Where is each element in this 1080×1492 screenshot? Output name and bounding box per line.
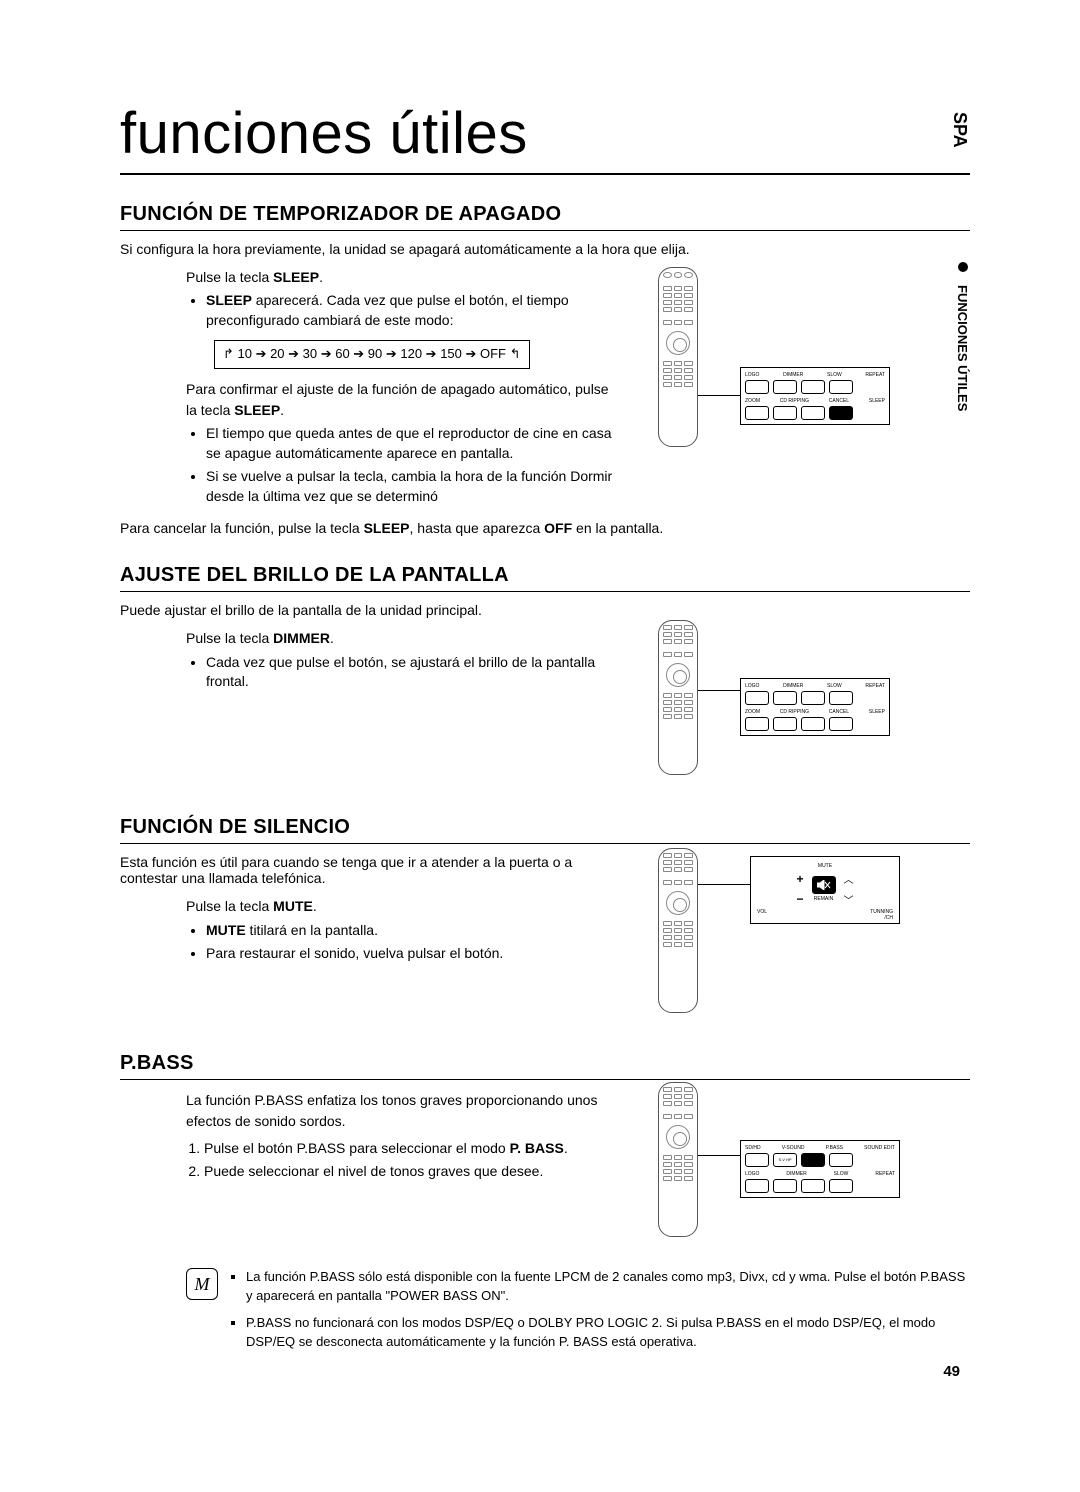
- dimmer-row: Pulse la tecla DIMMER. Cada vez que puls…: [120, 628, 970, 788]
- pbass-step-1: Pulse el botón P.BASS para seleccionar e…: [204, 1139, 620, 1159]
- dimmer-heading: AJUSTE DEL BRILLO DE LA PANTALLA: [120, 564, 970, 592]
- sleep-cancel: Para cancelar la función, pulse la tecla…: [120, 520, 970, 536]
- sleep-confirm: Para confirmar el ajuste de la función d…: [186, 379, 620, 420]
- sleep-bullet-1: SLEEP aparecerá. Cada vez que pulse el b…: [206, 291, 620, 330]
- dimmer-intro: Puede ajustar el brillo de la pantalla d…: [120, 602, 970, 618]
- mute-intro: Esta función es útil para cuando se teng…: [120, 854, 620, 886]
- pbass-note-1: La función P.BASS sólo está disponible c…: [246, 1268, 970, 1306]
- mute-bullet-1: MUTE titilará en la pantalla.: [206, 921, 620, 941]
- pbass-note-2: P.BASS no funcionará con los modos DSP/E…: [246, 1314, 970, 1352]
- section-side-label: FUNCIONES ÚTILES: [955, 285, 970, 411]
- dimmer-callout: LOGODIMMERSLOWREPEAT ZOOMCD RIPPINGCANCE…: [740, 678, 890, 736]
- sleep-sequence: ↱ 10 ➔ 20 ➔ 30 ➔ 60 ➔ 90 ➔ 120 ➔ 150 ➔ O…: [214, 340, 530, 369]
- pbass-row: La función P.BASS enfatiza los tonos gra…: [120, 1090, 970, 1250]
- sleep-callout: LOGODIMMERSLOWREPEAT ZOOMCD RIPPINGCANCE…: [740, 367, 890, 425]
- sleep-intro: Si configura la hora previamente, la uni…: [120, 241, 970, 257]
- mute-bullet-2: Para restaurar el sonido, vuelva pulsar …: [206, 944, 620, 964]
- dimmer-bullet-1: Cada vez que pulse el botón, se ajustará…: [206, 653, 620, 692]
- mute-callout: MUTE +− REMAIN ︿﹀ VOLTUNNING /CH: [750, 856, 900, 924]
- mute-row: Esta función es útil para cuando se teng…: [120, 854, 970, 1024]
- note-icon: M: [186, 1268, 218, 1300]
- pbass-callout: SD/HDV-SOUNDP.BASSSOUND EDIT S.V HP LOGO…: [740, 1140, 900, 1198]
- pbass-notes: M La función P.BASS sólo está disponible…: [186, 1268, 970, 1359]
- sleep-heading: FUNCIÓN DE TEMPORIZADOR DE APAGADO: [120, 203, 970, 231]
- sleep-bullet-2: El tiempo que queda antes de que el repr…: [206, 424, 620, 463]
- dimmer-press: Pulse la tecla DIMMER.: [186, 628, 620, 648]
- remote-diagram-sleep: LOGODIMMERSLOWREPEAT ZOOMCD RIPPINGCANCE…: [640, 267, 910, 457]
- mute-press: Pulse la tecla MUTE.: [186, 896, 620, 916]
- remote-diagram-pbass: SD/HDV-SOUNDP.BASSSOUND EDIT S.V HP LOGO…: [640, 1090, 910, 1250]
- pbass-heading: P.BASS: [120, 1052, 970, 1080]
- remote-diagram-dimmer: LOGODIMMERSLOWREPEAT ZOOMCD RIPPINGCANCE…: [640, 628, 910, 788]
- manual-page: SPA FUNCIONES ÚTILES funciones útiles FU…: [0, 0, 1080, 1420]
- page-number: 49: [943, 1363, 960, 1380]
- mute-key-icon: [812, 876, 836, 894]
- page-title: funciones útiles: [120, 100, 970, 175]
- side-dot: [958, 262, 968, 272]
- sleep-press: Pulse la tecla SLEEP.: [186, 267, 620, 287]
- sleep-row: Pulse la tecla SLEEP. SLEEP aparecerá. C…: [120, 267, 970, 510]
- sleep-bullet-3: Si se vuelve a pulsar la tecla, cambia l…: [206, 467, 620, 506]
- pbass-step-2: Puede seleccionar el nivel de tonos grav…: [204, 1162, 620, 1182]
- language-tab: SPA: [949, 112, 970, 148]
- pbass-intro: La función P.BASS enfatiza los tonos gra…: [186, 1090, 620, 1131]
- mute-heading: FUNCIÓN DE SILENCIO: [120, 816, 970, 844]
- remote-diagram-mute: MUTE +− REMAIN ︿﹀ VOLTUNNING /CH: [640, 854, 910, 1024]
